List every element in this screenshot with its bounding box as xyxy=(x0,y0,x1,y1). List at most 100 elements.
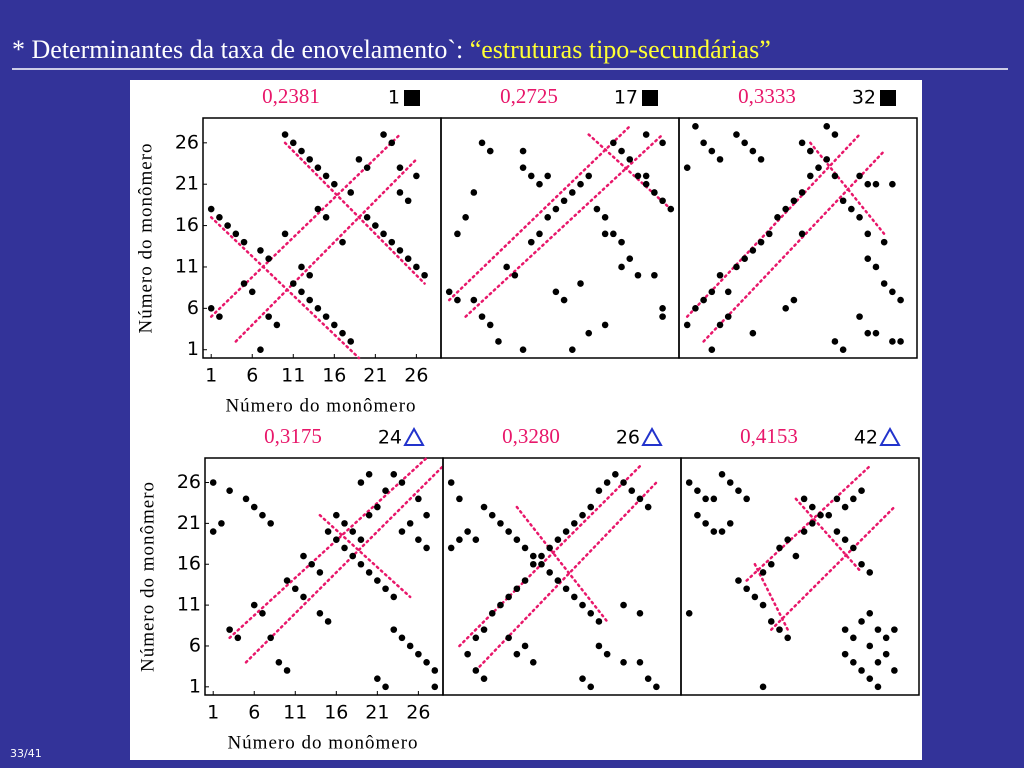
contact-point xyxy=(562,585,570,593)
contact-point xyxy=(718,471,726,478)
contact-point xyxy=(866,642,874,650)
contact-point xyxy=(831,172,839,180)
guide-line xyxy=(209,216,361,360)
contact-point xyxy=(841,536,849,544)
contact-point xyxy=(872,263,880,271)
contact-point xyxy=(741,139,748,147)
contact-point xyxy=(882,650,890,658)
contact-point xyxy=(546,569,553,576)
title-highlight: “estruturas tipo-secundárias” xyxy=(470,35,771,64)
contact-point xyxy=(298,263,305,271)
contact-point xyxy=(749,247,757,254)
contact-point xyxy=(874,683,882,691)
contact-point xyxy=(848,205,855,213)
contact-point xyxy=(628,487,636,494)
contact-point xyxy=(209,528,217,535)
contact-point xyxy=(562,528,570,535)
contact-point xyxy=(850,495,857,503)
panel-marker xyxy=(642,90,658,106)
panel-marker xyxy=(403,426,425,446)
contact-point xyxy=(817,511,824,519)
contact-point xyxy=(355,156,363,163)
contact-point xyxy=(751,593,759,601)
contact-point xyxy=(456,495,463,503)
contact-point xyxy=(716,271,724,279)
contact-point xyxy=(850,659,857,666)
contact-point xyxy=(322,214,330,221)
contact-point xyxy=(757,238,765,246)
contact-point xyxy=(529,560,537,568)
contact-point xyxy=(404,197,412,205)
contact-point xyxy=(651,271,658,279)
contact-point xyxy=(380,131,387,138)
panel-marker xyxy=(641,426,663,446)
contact-point xyxy=(289,139,297,147)
contact-point xyxy=(226,487,233,494)
contact-point xyxy=(577,180,584,188)
panel-id-label: 26 xyxy=(616,427,640,449)
x-tick-label: 1 xyxy=(205,365,217,387)
contact-point xyxy=(349,552,357,560)
contact-point xyxy=(807,147,814,155)
contact-point xyxy=(298,147,305,155)
contact-point xyxy=(423,659,430,666)
contact-point xyxy=(415,495,422,503)
y-tick-label: 21 xyxy=(175,173,199,195)
contact-point xyxy=(454,296,461,304)
contact-point xyxy=(733,131,740,138)
panel-id-label: 17 xyxy=(614,87,638,109)
contact-point xyxy=(874,659,882,666)
x-tick-label: 26 xyxy=(404,365,428,387)
contact-point xyxy=(897,296,904,304)
contact-point xyxy=(240,280,248,287)
contact-point xyxy=(472,634,480,642)
contact-point xyxy=(456,536,463,544)
contact-point xyxy=(209,479,217,486)
guide-line xyxy=(587,133,673,211)
contact-point xyxy=(571,593,578,601)
contact-point xyxy=(710,495,718,503)
contact-point xyxy=(413,263,420,271)
contact-point xyxy=(642,172,650,180)
contact-point xyxy=(620,659,627,666)
contact-point xyxy=(858,487,865,494)
contact-point xyxy=(866,609,874,617)
contact-point xyxy=(374,503,381,511)
contact-point xyxy=(612,471,619,478)
contact-point xyxy=(850,544,857,552)
contact-point xyxy=(577,280,584,287)
plot-frame xyxy=(678,117,918,359)
contact-point xyxy=(308,560,315,568)
contact-point xyxy=(692,122,699,130)
contact-point xyxy=(618,238,625,246)
contact-point xyxy=(478,313,486,320)
contact-point xyxy=(864,180,872,188)
contact-point xyxy=(259,511,266,519)
contact-point xyxy=(347,338,355,345)
contact-point xyxy=(250,601,258,609)
contact-point xyxy=(357,536,365,544)
contact-point xyxy=(380,230,387,238)
y-axis-label: Número do monômero xyxy=(137,481,158,672)
contact-point xyxy=(653,683,660,691)
contact-point xyxy=(587,683,595,691)
contact-point xyxy=(620,601,627,609)
contact-point xyxy=(610,230,617,238)
contact-point xyxy=(626,156,634,163)
contact-point xyxy=(536,230,543,238)
y-tick-label: 1 xyxy=(189,675,201,697)
x-tick-label: 6 xyxy=(248,702,260,724)
contact-point xyxy=(390,593,398,601)
contact-point xyxy=(659,313,666,320)
contact-point xyxy=(856,214,863,221)
contact-point xyxy=(357,560,365,568)
guide-line xyxy=(234,158,418,343)
contact-point xyxy=(644,675,652,682)
contact-point xyxy=(480,626,488,633)
contact-point xyxy=(858,618,865,625)
contact-point xyxy=(634,172,642,180)
contact-point xyxy=(216,214,223,221)
contact-point xyxy=(382,487,389,494)
contact-point xyxy=(587,609,595,617)
panel-marker xyxy=(880,90,896,106)
